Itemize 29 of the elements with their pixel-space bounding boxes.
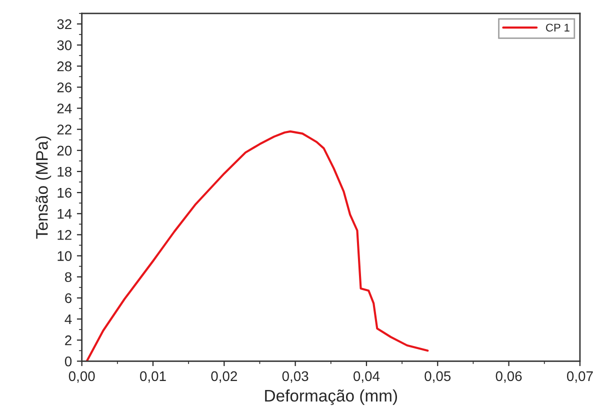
x-tick-label: 0,03 — [282, 371, 308, 383]
y-tick-label: 32 — [57, 19, 72, 30]
x-tick-label: 0,01 — [140, 371, 166, 383]
y-tick-label: 18 — [58, 166, 72, 177]
y-tick-label: 0 — [64, 356, 72, 366]
y-tick-label: 30 — [57, 40, 72, 50]
y-tick-label: 10 — [58, 251, 72, 261]
y-tick-label: 20 — [57, 146, 72, 156]
y-tick-label: 16 — [58, 188, 72, 198]
y-tick-label: 26 — [57, 82, 72, 92]
y-tick-label: 24 — [57, 104, 72, 114]
x-tick-label: 0,04 — [354, 371, 380, 383]
legend-label: CP 1 — [546, 24, 570, 32]
y-tick-label: 2 — [65, 335, 72, 346]
y-tick-label: 22 — [57, 124, 72, 134]
line-series — [86, 130, 429, 362]
y-tick-label: 8 — [64, 272, 72, 282]
x-tick-label: 0,06 — [496, 371, 522, 383]
x-tick-label: 0,05 — [424, 371, 451, 383]
x-tick-label: 0,00 — [68, 371, 95, 383]
y-tick-label: 12 — [58, 230, 72, 240]
x-tick-label: 0,02 — [211, 371, 237, 383]
y-tick-label: 4 — [64, 314, 72, 324]
y-tick-label: 28 — [57, 61, 72, 72]
y-axis-title: Tensão (MPa) — [36, 136, 52, 239]
x-axis-title: Deformação (mm) — [265, 389, 398, 406]
y-tick-label: 14 — [58, 209, 72, 219]
y-tick-label: 6 — [65, 293, 72, 304]
x-tick-label: 0,07 — [566, 371, 593, 383]
